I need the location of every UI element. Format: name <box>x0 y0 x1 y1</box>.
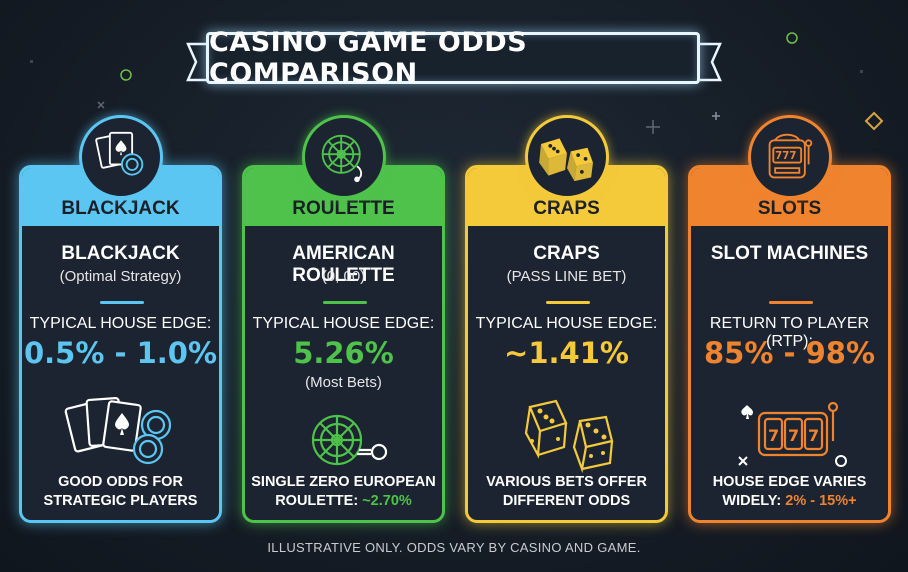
slot-machine-icon: 777 <box>748 115 832 199</box>
game-name: AMERICAN ROULETTE <box>292 243 395 286</box>
footer-line1: SINGLE ZERO EUROPEAN <box>251 474 436 490</box>
footer-line2: DIFFERENT ODDS <box>502 493 631 509</box>
footer-note: VARIOUS BETS OFFER DIFFERENT ODDS <box>468 473 665 511</box>
dice-outline-icon <box>524 399 614 473</box>
title-banner: CASINO GAME ODDS COMPARISON <box>186 27 722 92</box>
svg-text:7: 7 <box>808 426 819 445</box>
footer-line2-wrap: DIFFERENT ODDS <box>468 492 665 511</box>
band-label: BLACKJACK <box>61 198 180 219</box>
game-name: SLOT MACHINES <box>710 243 869 264</box>
footer-line2: ROULETTE: <box>275 493 363 509</box>
roulette-wheel-ball-icon <box>311 414 388 466</box>
game-subtitle: (Optimal Strategy) <box>59 268 182 285</box>
footer-line2-wrap: WIDELY: 2% - 15%+ <box>691 492 888 511</box>
game-name: CRAPS <box>533 243 600 264</box>
page-title: CASINO GAME ODDS COMPARISON <box>209 27 528 89</box>
dice-pair-icon <box>525 115 609 199</box>
card-roulette: ROULETTE AMERICAN ROULETTE (0, 00) TYPIC… <box>242 165 445 523</box>
card-body: BLACKJACK (Optimal Strategy) TYPICAL HOU… <box>22 226 219 520</box>
metric-value: 0.5% - 1.0% <box>23 336 218 370</box>
game-subtitle: (0, 00) <box>321 268 366 285</box>
footer-note: HOUSE EDGE VARIES WIDELY: 2% - 15%+ <box>691 473 888 511</box>
roulette-wheel-icon <box>302 115 386 199</box>
footer-accent: ~2.70% <box>362 493 412 509</box>
footer-line1: GOOD ODDS FOR <box>58 474 183 490</box>
game-subtitle: (PASS LINE BET) <box>506 268 627 285</box>
card-craps: CRAPS CRAPS (PASS LINE BET) TYPICAL HOUS… <box>465 165 668 523</box>
playing-cards-chip-icon <box>79 115 163 199</box>
divider <box>546 301 590 304</box>
svg-text:777: 777 <box>775 151 796 162</box>
footer-line2-wrap: ROULETTE: ~2.70% <box>245 492 442 511</box>
svg-text:7: 7 <box>768 426 779 445</box>
band-label: SLOTS <box>757 198 822 219</box>
metric-note: (Most Bets) <box>305 374 382 391</box>
metric-value: 85% - 98% <box>703 336 876 370</box>
ribbon-left <box>186 42 208 82</box>
card-slots: SLOTS SLOT MACHINES RETURN TO PLAYER (RT… <box>688 165 891 523</box>
game-name: BLACKJACK <box>61 243 180 264</box>
footer-line1: VARIOUS BETS OFFER <box>486 474 647 490</box>
footer-line2-wrap: STRATEGIC PLAYERS <box>22 492 219 511</box>
footer-line2: STRATEGIC PLAYERS <box>43 493 198 509</box>
metric-value: ~1.41% <box>504 336 629 370</box>
svg-text:7: 7 <box>788 426 799 445</box>
title-box: CASINO GAME ODDS COMPARISON <box>206 27 700 89</box>
metric-label: TYPICAL HOUSE EDGE: <box>29 315 212 332</box>
ribbon-right <box>700 42 722 82</box>
metric-label: RETURN TO PLAYER (RTP): <box>709 315 870 350</box>
footer-note: SINGLE ZERO EUROPEAN ROULETTE: ~2.70% <box>245 473 442 511</box>
metric-value: 5.26% <box>293 336 394 370</box>
divider <box>769 301 813 304</box>
band-label: CRAPS <box>533 198 600 219</box>
disclaimer: ILLUSTRATIVE ONLY. ODDS VARY BY CASINO A… <box>267 540 641 555</box>
divider <box>100 301 144 304</box>
cards-and-chips-icon <box>64 397 172 465</box>
footer-line2: WIDELY: <box>722 493 786 509</box>
divider <box>323 301 367 304</box>
card-blackjack: BLACKJACK BLACKJACK (Optimal Strategy) T… <box>19 165 222 523</box>
metric-label: TYPICAL HOUSE EDGE: <box>252 315 435 332</box>
card-body: SLOT MACHINES RETURN TO PLAYER (RTP): 85… <box>691 226 888 520</box>
footer-accent: 2% - 15%+ <box>785 493 857 509</box>
metric-label: TYPICAL HOUSE EDGE: <box>475 315 658 332</box>
card-body: AMERICAN ROULETTE (0, 00) TYPICAL HOUSE … <box>245 226 442 520</box>
card-body: CRAPS (PASS LINE BET) TYPICAL HOUSE EDGE… <box>468 226 665 520</box>
footer-line1: HOUSE EDGE VARIES <box>712 474 867 490</box>
band-label: ROULETTE <box>292 198 395 219</box>
footer-note: GOOD ODDS FOR STRATEGIC PLAYERS <box>22 473 219 511</box>
